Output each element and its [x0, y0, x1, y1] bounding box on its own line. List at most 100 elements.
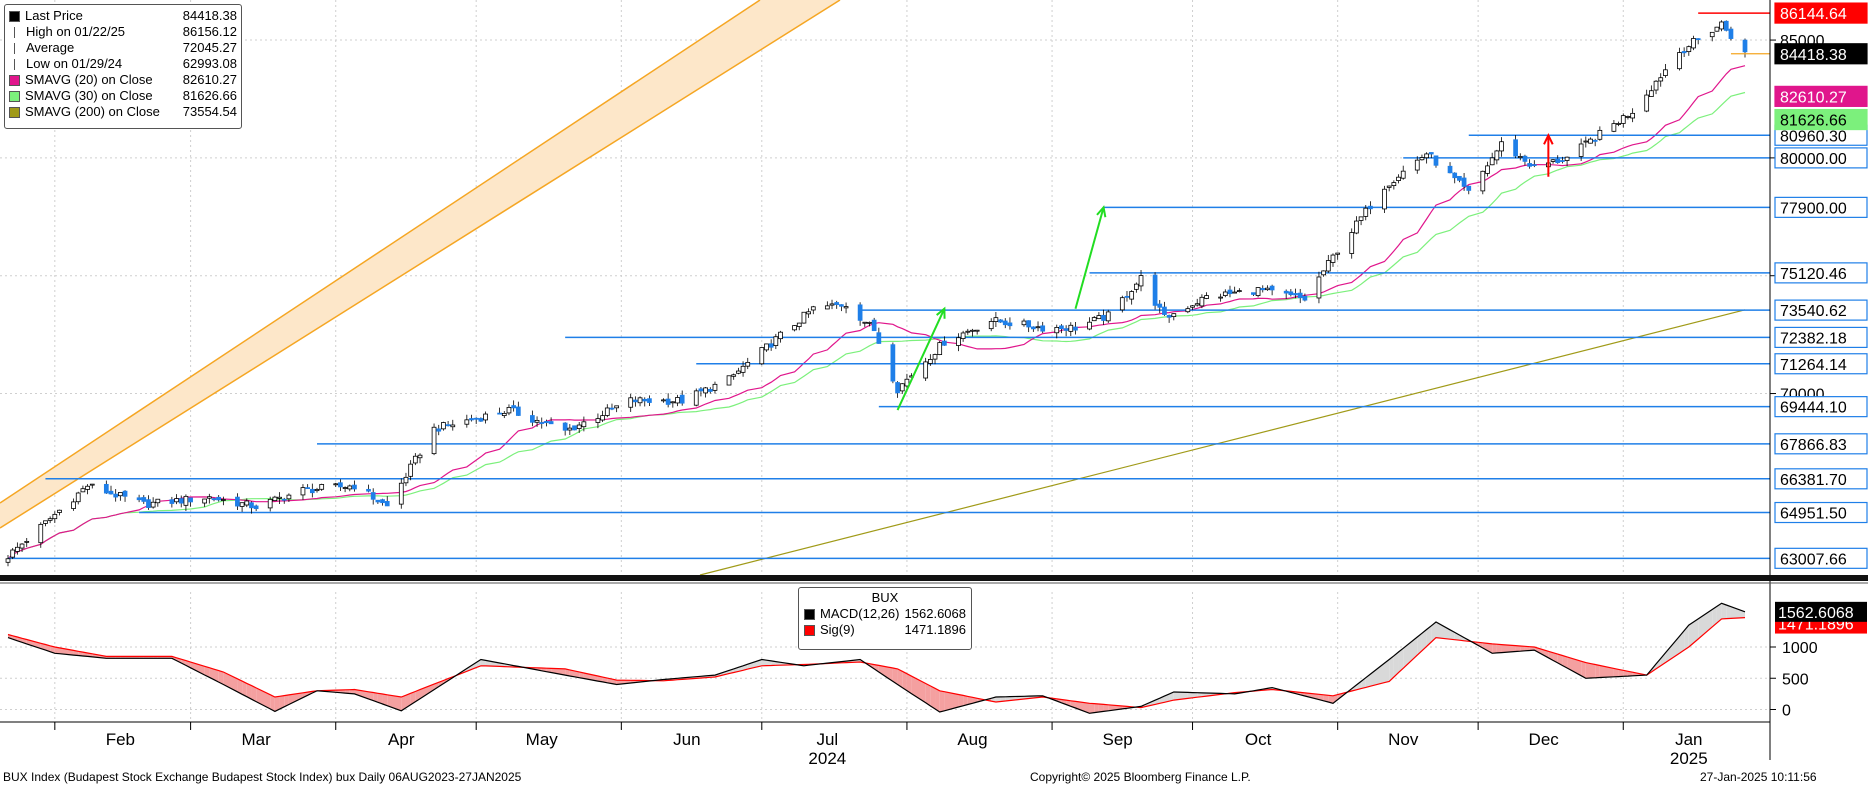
candle-body	[436, 428, 442, 432]
candle-body	[974, 329, 980, 332]
candle-body	[1358, 216, 1364, 221]
candle-body	[511, 405, 517, 409]
candle-body	[43, 520, 48, 524]
candle-body	[1480, 170, 1486, 192]
candle-body	[1583, 140, 1589, 143]
price-highlight-label-bg	[1774, 85, 1868, 107]
candle-body	[1124, 295, 1130, 298]
candle-body	[1400, 170, 1406, 179]
macd-fill	[616, 680, 631, 685]
candle-body	[1368, 205, 1373, 210]
candle-body	[1550, 159, 1556, 162]
candle-body	[1396, 176, 1401, 181]
candle-body	[319, 484, 325, 490]
legend-swatch	[9, 90, 20, 102]
macd-fill	[1098, 704, 1104, 712]
candle-body	[1222, 291, 1228, 296]
candle-body	[642, 398, 648, 402]
candle-body	[600, 415, 605, 421]
macd-fill	[902, 671, 907, 691]
macd-highlight-label-bg	[1775, 601, 1867, 622]
candle-body	[1021, 320, 1027, 326]
candle-body	[1391, 182, 1397, 186]
candle-body	[857, 304, 863, 321]
candle-body	[1232, 291, 1238, 294]
macd-fill	[1361, 677, 1366, 689]
candle-body	[445, 424, 451, 427]
candle-body	[960, 332, 966, 340]
candle-body	[469, 418, 474, 421]
candle-body	[1325, 260, 1331, 272]
candle-body	[1227, 289, 1233, 295]
candle-body	[80, 488, 86, 493]
macd-fill	[1623, 670, 1628, 677]
macd-fill	[302, 692, 308, 698]
candle-body	[740, 365, 746, 373]
legend-label: SMAVG (200) on Close	[25, 104, 160, 119]
candle-body	[1269, 285, 1275, 291]
macd-fill	[1094, 703, 1099, 713]
footer-center: Copyright© 2025 Bloomberg Finance L.P.	[1030, 770, 1251, 784]
macd-fill	[209, 667, 215, 680]
macd-line	[7, 602, 1746, 714]
macd-fill	[368, 691, 374, 701]
candle-body	[24, 540, 30, 543]
candle-body	[506, 407, 512, 414]
candle-body	[581, 421, 587, 428]
macd-fill	[1553, 652, 1558, 663]
level-label-bg	[1774, 468, 1868, 490]
macd-fill	[1005, 696, 1010, 701]
candle-body	[342, 487, 348, 489]
candle-body	[1190, 305, 1195, 308]
candle-body	[1695, 38, 1701, 41]
macd-fill	[1562, 655, 1568, 669]
macd-fill	[373, 692, 378, 703]
macd-legend-value: 1562.6068	[904, 606, 966, 621]
level-label-bg	[1774, 262, 1868, 284]
macd-fill	[274, 696, 280, 712]
candle-body	[572, 425, 577, 431]
legend-row: High on 01/22/25 86156.12	[9, 24, 237, 40]
candle-body	[52, 513, 58, 520]
candle-body	[1597, 129, 1603, 140]
macd-fill	[939, 690, 945, 712]
candle-body	[19, 543, 25, 549]
green-arrow-2	[1074, 207, 1105, 309]
candle-body	[515, 406, 521, 416]
candle-body	[1199, 296, 1205, 307]
candle-body	[1709, 31, 1715, 38]
level-label: 66381.70	[1780, 472, 1847, 489]
candle-body	[473, 417, 479, 420]
candle-body	[614, 405, 620, 409]
price-highlight-label: 84418.38	[1780, 47, 1847, 64]
legend-row: SMAVG (30) on Close 81626.66	[9, 88, 237, 104]
candle-body	[1663, 69, 1668, 76]
candle-body	[216, 496, 222, 501]
candle-body	[548, 421, 554, 425]
level-label: 69444.10	[1780, 400, 1847, 417]
macd-fill	[1426, 625, 1432, 647]
macd-fill	[607, 678, 612, 684]
macd-fill	[415, 689, 421, 702]
macd-fill	[565, 668, 570, 676]
candle-body	[122, 490, 128, 497]
macd-fill	[602, 677, 608, 683]
candle-body	[267, 498, 273, 509]
macd-fill	[1599, 665, 1614, 678]
macd-fill	[1726, 604, 1731, 619]
candle-body	[1424, 153, 1429, 159]
year-label: 2024	[808, 749, 847, 768]
month-label: Jul	[816, 730, 839, 749]
candle-body	[965, 330, 971, 333]
candle-body	[862, 321, 868, 324]
macd-fill	[967, 696, 973, 705]
candle-body	[178, 498, 184, 504]
candle-body	[398, 482, 404, 505]
green-arrow-2-head	[1096, 205, 1107, 218]
candle-body	[103, 483, 109, 494]
level-label-bg	[1774, 353, 1868, 375]
candle-body	[1457, 175, 1462, 181]
candle-body	[305, 487, 311, 490]
legend-row: Average 72045.27	[9, 40, 237, 56]
macd-legend-label: Sig(9)	[820, 622, 855, 637]
